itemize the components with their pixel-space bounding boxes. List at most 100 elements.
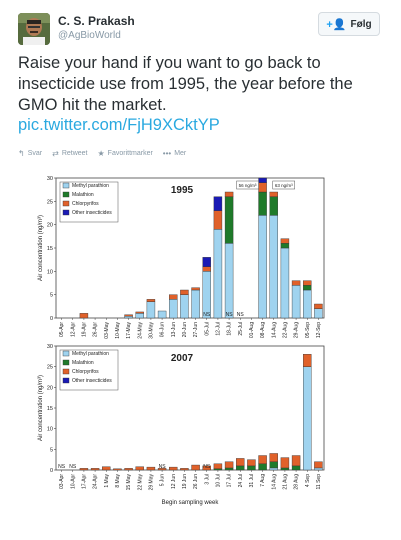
bar-21-Aug — [280, 457, 290, 469]
bar-10-Jul — [213, 463, 223, 469]
bar-20-Jun — [180, 289, 189, 295]
x-tick-label: 14 Aug — [271, 474, 277, 490]
chart-figure: 0 5 10 15 20 25 30 Air concentration (ng/m³) 05-… — [38, 176, 325, 506]
bar-08-Aug — [258, 215, 267, 319]
chart-title: 2007 — [171, 353, 194, 364]
legend-swatch — [62, 359, 70, 366]
x-tick-label: 28 Aug — [294, 474, 300, 490]
bar-24-May — [135, 313, 144, 319]
x-tick-label: 31 Jul — [249, 474, 255, 487]
retweet-icon: ⇄ — [52, 149, 59, 158]
bar-31-Jul — [247, 465, 256, 471]
x-tick-label: 24 Jul — [238, 474, 244, 487]
x-tick-label: 15 May — [126, 474, 132, 491]
y-tick-label: 25 — [47, 365, 53, 371]
x-tick-label: 08-Aug — [260, 322, 266, 338]
bar-22-Aug — [280, 243, 290, 249]
x-tick-label: 03-Apr — [59, 474, 65, 489]
bar-27-Jun — [191, 289, 200, 319]
legend-label: Other insecticides — [72, 378, 112, 384]
bar-11-Sep — [314, 461, 323, 469]
bar-13-Jun — [169, 299, 178, 319]
bar-19-Apr — [79, 313, 89, 319]
bar-05-Sep — [303, 280, 312, 286]
x-tick-label: 5 Jun — [160, 474, 166, 486]
x-tick-label: 19-Apr — [81, 322, 87, 337]
tweet-media-link[interactable]: pic.twitter.com/FjH9XCktYP — [18, 116, 220, 134]
legend-label: Malathion — [72, 192, 94, 198]
x-tick-label: 11 Sep — [316, 474, 322, 490]
bar-08-Aug — [258, 191, 267, 216]
y-tick-label: 5 — [50, 447, 53, 453]
bar-14-Aug — [269, 215, 278, 319]
tweet-image[interactable]: 0 5 10 15 20 25 30 Air concentration (ng/m³) 05-… — [18, 166, 338, 526]
bar-28-Aug — [291, 455, 301, 467]
bar-30-May — [146, 301, 156, 319]
retweet-label: Retweet — [61, 150, 88, 157]
bar-31-Jul — [247, 459, 256, 467]
y-tick-label: 20 — [47, 223, 53, 229]
legend-label: Chlorpyrifos — [72, 201, 99, 207]
x-tick-label: 17-May — [126, 322, 132, 339]
bar-05-Jul — [202, 257, 211, 267]
bar-15-May — [124, 468, 133, 471]
bar-14-Aug — [269, 196, 278, 216]
x-tick-label: 26 Jun — [193, 474, 199, 489]
reply-label: Svar — [27, 150, 43, 157]
x-tick-label: 22-Aug — [282, 322, 288, 338]
x-tick-label: 1 May — [104, 474, 110, 488]
bar-29-Aug — [291, 280, 301, 286]
legend-label: Malathion — [72, 360, 94, 366]
bar-17-May — [124, 314, 133, 317]
ns-annotation: NS — [69, 464, 77, 470]
bar-08-Aug — [258, 177, 267, 183]
annotation-label: 56 ng/m³ — [239, 183, 257, 188]
bar-18-Jul — [224, 196, 234, 244]
x-tick-label: 4 Sep — [305, 474, 311, 487]
legend-swatch — [62, 377, 70, 384]
legend-swatch — [62, 350, 70, 357]
annotation-box — [272, 180, 295, 190]
y-axis-label: Air concentration (ng/m³) — [38, 215, 44, 281]
ns-annotation: NS — [237, 312, 245, 318]
bar-12-Sep — [314, 303, 323, 309]
x-tick-label: 27-Jun — [193, 322, 199, 338]
legend-label: Methyl parathion — [72, 183, 109, 189]
bar-27-Jun — [191, 287, 200, 291]
bar-05-Sep — [303, 289, 312, 319]
follow-button[interactable]: +👤 Følg — [318, 12, 380, 36]
y-tick-label: 25 — [47, 199, 53, 205]
reply-button[interactable]: ↰ Svar — [18, 149, 42, 158]
bar-24-May — [135, 311, 144, 314]
legend-label: Chlorpyrifos — [72, 369, 99, 375]
ns-annotation: NS — [159, 464, 167, 470]
bar-14-Aug — [269, 467, 278, 471]
bar-1-May — [102, 466, 111, 471]
bar-11-Sep — [314, 467, 323, 471]
user-name[interactable]: C. S. Prakash — [58, 14, 135, 28]
bar-14-Aug — [269, 461, 278, 469]
x-tick-label: 03-May — [104, 322, 110, 339]
y-tick-label: 0 — [50, 468, 53, 474]
avatar[interactable] — [18, 13, 50, 45]
y-tick-label: 5 — [50, 293, 53, 299]
x-tick-label: 24-May — [137, 322, 143, 339]
user-handle[interactable]: @AgBioWorld — [58, 30, 121, 41]
bar-12-Jul — [213, 229, 223, 319]
bar-24-Apr — [90, 468, 100, 471]
bar-21-Aug — [280, 467, 290, 471]
ns-annotation: NS — [58, 464, 66, 470]
bar-19-Jun — [180, 468, 189, 471]
favorite-label: Favorittmarker — [107, 150, 153, 157]
bar-17-Jul — [224, 467, 234, 471]
bar-08-Aug — [258, 182, 267, 193]
star-icon: ★ — [97, 149, 105, 158]
y-tick-label: 10 — [47, 427, 53, 433]
retweet-button[interactable]: ⇄ Retweet — [52, 149, 87, 158]
legend-label: Other insecticides — [72, 210, 112, 216]
x-tick-label: 29-Aug — [294, 322, 300, 338]
legend-swatch — [62, 182, 70, 189]
bar-05-Jul — [202, 266, 211, 272]
more-button[interactable]: ••• Mer — [163, 149, 186, 158]
favorite-button[interactable]: ★ Favorittmarker — [98, 149, 153, 158]
